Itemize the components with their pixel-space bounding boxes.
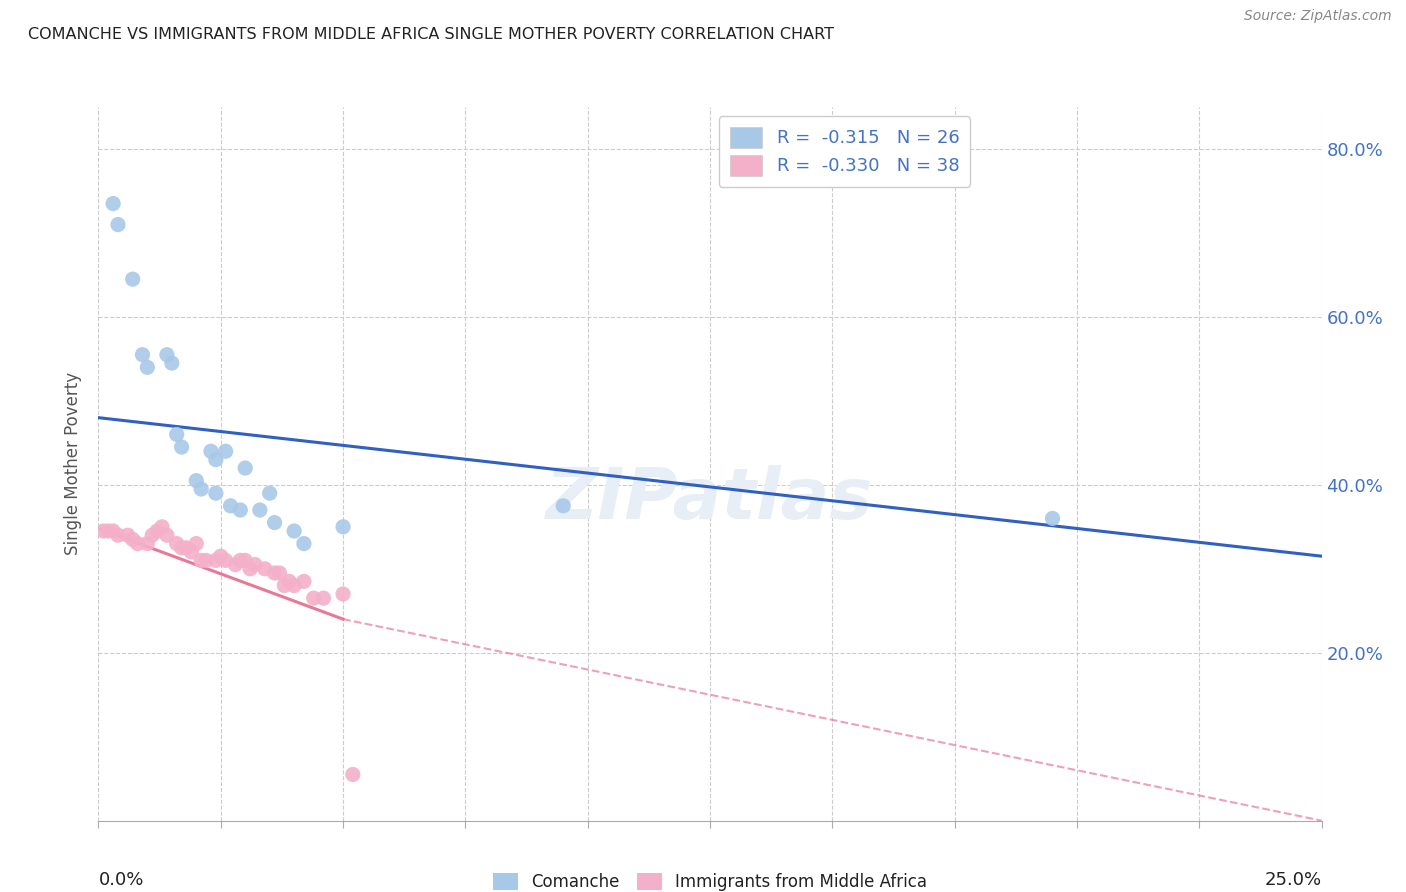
Text: ZIPatlas: ZIPatlas [547,465,873,534]
Point [186,474,208,488]
Point [136,536,159,550]
Point [156,528,179,542]
Point [121,272,143,286]
Y-axis label: Single Mother Poverty: Single Mother Poverty [65,372,83,556]
Legend: Comanche, Immigrants from Middle Africa: Comanche, Immigrants from Middle Africa [486,866,934,892]
Point [101,196,124,211]
Text: COMANCHE VS IMMIGRANTS FROM MIDDLE AFRICA SINGLE MOTHER POVERTY CORRELATION CHAR: COMANCHE VS IMMIGRANTS FROM MIDDLE AFRIC… [28,27,834,42]
Point [253,562,276,576]
Point [229,503,252,517]
Point [553,499,575,513]
Point [219,499,242,513]
Point [156,348,179,362]
Point [200,444,222,458]
Point [170,541,193,555]
Point [283,524,305,538]
Point [302,591,325,606]
Point [332,587,354,601]
Point [214,444,236,458]
Point [243,558,266,572]
Point [160,356,183,370]
Point [141,528,163,542]
Point [233,553,256,567]
Point [205,553,228,567]
Point [292,536,315,550]
Point [205,452,228,467]
Point [136,360,159,375]
Point [176,541,198,555]
Point [180,545,202,559]
Point [239,562,262,576]
Point [209,549,232,564]
Point [186,536,208,550]
Text: 0.0%: 0.0% [98,871,143,888]
Point [1042,511,1064,525]
Point [292,574,315,589]
Point [229,553,252,567]
Point [312,591,335,606]
Point [146,524,169,538]
Point [205,486,228,500]
Point [166,536,188,550]
Point [195,553,218,567]
Point [224,558,246,572]
Text: Source: ZipAtlas.com: Source: ZipAtlas.com [1244,9,1392,23]
Point [278,574,301,589]
Point [263,566,285,580]
Point [214,553,236,567]
Point [107,218,129,232]
Point [131,348,153,362]
Point [283,578,305,592]
Point [127,536,149,550]
Point [117,528,139,542]
Point [107,528,129,542]
Point [97,524,120,538]
Point [233,461,256,475]
Point [190,482,212,496]
Point [150,520,173,534]
Point [249,503,271,517]
Point [91,524,114,538]
Point [121,533,143,547]
Point [273,578,295,592]
Point [263,516,285,530]
Text: 25.0%: 25.0% [1264,871,1322,888]
Point [166,427,188,442]
Point [342,767,364,781]
Point [170,440,193,454]
Point [259,486,281,500]
Point [269,566,291,580]
Point [101,524,124,538]
Point [332,520,354,534]
Point [190,553,212,567]
